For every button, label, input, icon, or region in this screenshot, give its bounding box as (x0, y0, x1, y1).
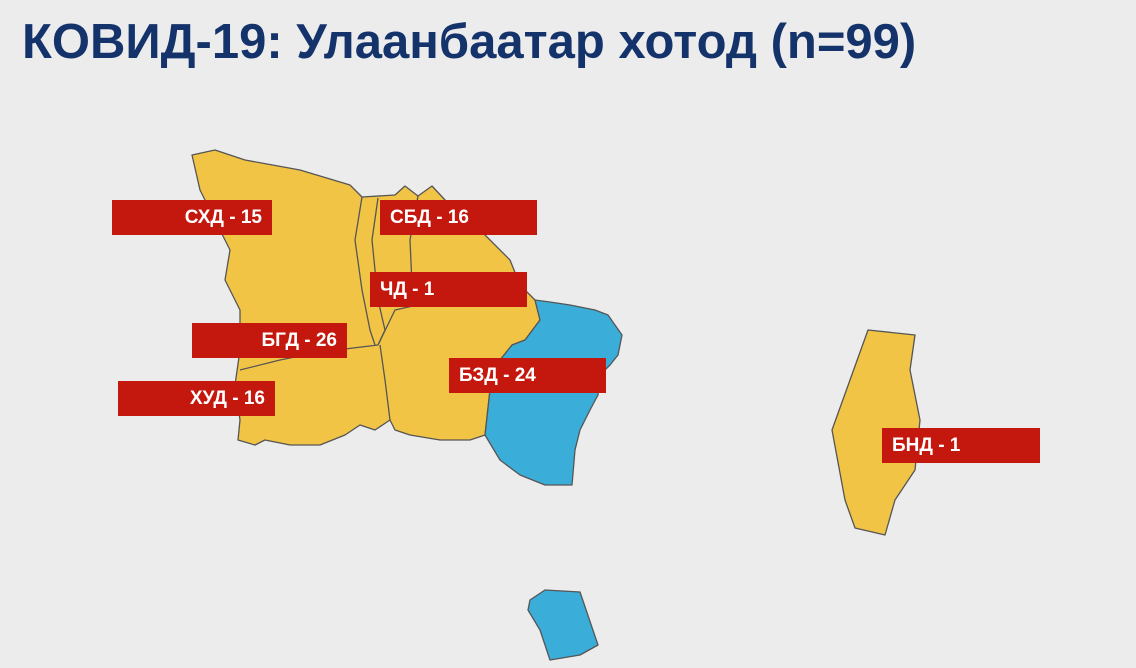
region-bnd (831, 329, 921, 536)
label-bgd: БГД - 26 (192, 323, 347, 358)
label-hud: ХУД - 16 (118, 381, 275, 416)
label-bzd: БЗД - 24 (449, 358, 606, 393)
label-bnd: БНД - 1 (882, 428, 1040, 463)
district-border (379, 344, 391, 421)
label-shd: СХД - 15 (112, 200, 272, 235)
page-title: КОВИД-19: Улаанбаатар хотод (n=99) (22, 15, 917, 69)
label-sbd: СБД - 16 (380, 200, 537, 235)
district-border (354, 196, 376, 346)
label-chd: ЧД - 1 (370, 272, 527, 307)
region-south-unaffected (527, 589, 599, 661)
